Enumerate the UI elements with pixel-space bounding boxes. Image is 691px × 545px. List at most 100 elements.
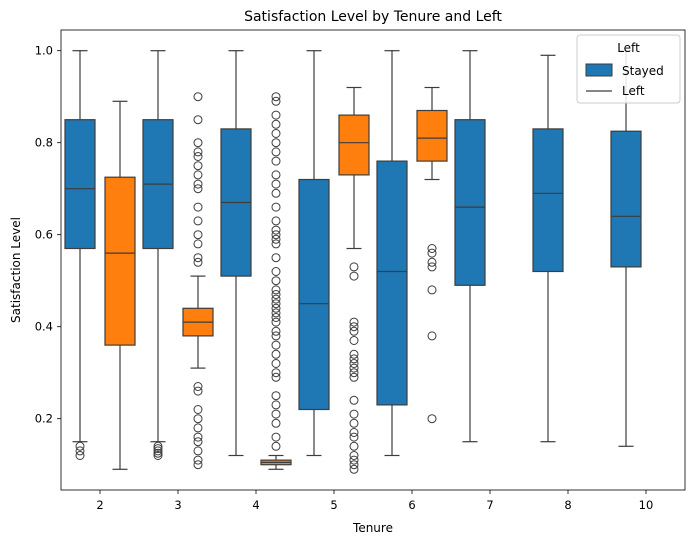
outlier-point [349, 455, 359, 465]
outlier-point [271, 156, 281, 166]
box-iqr [532, 128, 564, 273]
outlier-point [75, 441, 85, 451]
outlier-point [271, 400, 281, 410]
outlier-point [153, 444, 163, 454]
outlier-point [271, 368, 281, 378]
outlier-point [193, 138, 203, 148]
outlier-point [349, 354, 359, 364]
x-tick-label: 10 [639, 498, 654, 512]
outlier-point [193, 147, 203, 157]
x-tick-label: 2 [96, 498, 103, 512]
box-iqr [64, 119, 96, 250]
box-stayed-8 [532, 54, 564, 443]
box-stayed-3 [142, 50, 174, 460]
box-stayed-7 [454, 50, 486, 443]
outlier-point [271, 303, 281, 313]
plot-area [64, 50, 642, 474]
box-stayed-2 [64, 50, 96, 460]
outlier-point [427, 248, 437, 258]
outlier-point [271, 340, 281, 350]
outlier-point [271, 92, 281, 102]
outlier-point [271, 294, 281, 304]
outlier-point [193, 432, 203, 442]
x-tick-label: 3 [174, 498, 181, 512]
outlier-point [271, 129, 281, 138]
y-axis-label: Satisfaction Level [9, 217, 23, 323]
legend-frame [576, 34, 681, 104]
y-tick-label: 0.8 [35, 136, 53, 150]
outlier-point [271, 147, 281, 157]
outlier-point [193, 184, 203, 194]
outlier-point [271, 290, 281, 299]
outlier-point [349, 322, 359, 332]
outlier-point [271, 234, 281, 244]
x-tick-label: 8 [564, 498, 571, 512]
outlier-point [271, 276, 281, 286]
box-iqr [338, 114, 370, 176]
outlier-point [271, 96, 281, 106]
legend-swatch-stayed [585, 63, 613, 77]
box-iqr [416, 109, 448, 162]
outlier-point [427, 257, 437, 267]
outlier-point [349, 372, 359, 382]
legend: Left Stayed Left [576, 34, 681, 104]
plot-frame [60, 29, 686, 491]
outlier-point [349, 451, 359, 460]
x-axis-label: Tenure [352, 521, 393, 535]
chart-title: Satisfaction Level by Tenure and Left [244, 9, 502, 25]
outlier-point [193, 382, 203, 391]
outlier-point [271, 409, 281, 419]
outlier-point [271, 119, 281, 129]
outlier-point [193, 115, 203, 125]
outlier-point [271, 170, 281, 180]
outlier-point [153, 448, 163, 458]
outlier-point [271, 349, 281, 359]
legend-title: Left [617, 41, 640, 55]
y-tick-label: 0.4 [35, 320, 53, 334]
outlier-point [349, 271, 359, 281]
outlier-point [349, 464, 359, 474]
outlier-point [427, 414, 437, 424]
outlier-point [193, 257, 203, 267]
outlier-point [349, 359, 359, 368]
outlier-point [271, 138, 281, 148]
outlier-point [271, 179, 281, 189]
outlier-point [349, 395, 359, 405]
outlier-point [427, 262, 437, 272]
outlier-point [193, 92, 203, 102]
legend-label-left: Left [622, 84, 645, 98]
box-left-5 [338, 86, 370, 474]
outlier-point [349, 262, 359, 272]
outlier-point [193, 405, 203, 414]
box-iqr [610, 130, 642, 268]
outlier-point [349, 428, 359, 437]
outlier-point [153, 451, 163, 460]
outlier-point [349, 349, 359, 359]
outlier-point [271, 313, 281, 322]
y-tick-label: 0.6 [35, 228, 53, 242]
outlier-point [349, 317, 359, 327]
outlier-point [193, 202, 203, 212]
box-iqr [376, 160, 408, 406]
outlier-point [349, 432, 359, 442]
outlier-point [349, 368, 359, 378]
outlier-point [153, 446, 163, 456]
x-tick-label: 5 [330, 498, 337, 512]
outlier-point [271, 331, 281, 341]
box-left-4 [260, 92, 292, 470]
outlier-point [193, 216, 203, 226]
outlier-point [271, 432, 281, 442]
x-axis: 2 3 4 5 6 7 8 10 [96, 490, 653, 512]
outlier-point [349, 326, 359, 336]
box-stayed-5 [298, 50, 330, 457]
box-left-6 [416, 86, 448, 424]
outlier-point [349, 363, 359, 373]
outlier-point [271, 267, 281, 276]
box-left-2 [104, 100, 136, 470]
y-tick-label: 0.2 [35, 412, 53, 426]
outlier-point [193, 423, 203, 433]
y-axis: 0.2 0.4 0.6 0.8 1.0 [35, 44, 61, 426]
outlier-point [271, 299, 281, 309]
outlier-point [349, 441, 359, 451]
